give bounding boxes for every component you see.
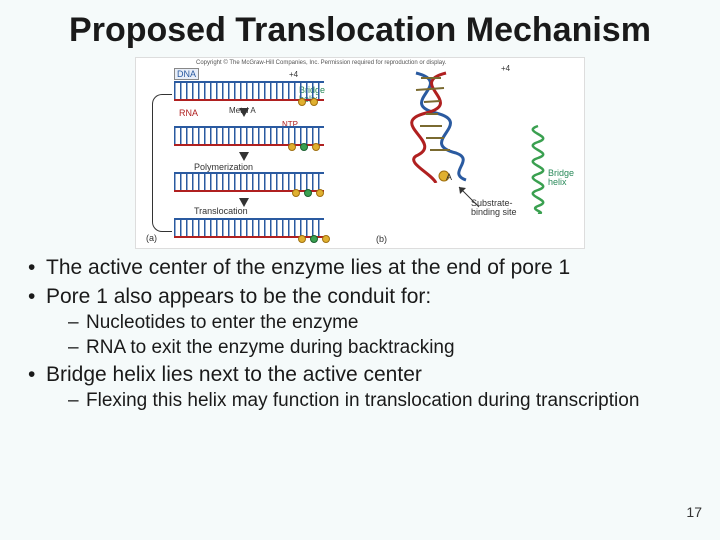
bridge-dot-icon xyxy=(310,98,318,106)
panel-b-label: (b) xyxy=(376,234,387,244)
dna-helix-icon xyxy=(396,68,496,183)
arrow-1-icon xyxy=(239,108,249,117)
bullet-2-sub-2: RNA to exit the enzyme during backtracki… xyxy=(68,336,696,360)
rna-label: RNA xyxy=(179,108,198,118)
bullet-3-sub-1: Flexing this helix may function in trans… xyxy=(68,389,696,413)
a-site-label: A xyxy=(446,172,452,182)
bullet-1: The active center of the enzyme lies at … xyxy=(24,255,696,282)
plus4-b-label: +4 xyxy=(501,64,510,73)
duplex-row-3 xyxy=(174,172,324,192)
dna-label: DNA xyxy=(174,68,199,80)
panel-b: +4 A Bridge helix Substrate- binding sit… xyxy=(376,64,576,244)
plus4-a-label: +4 xyxy=(289,70,298,79)
translocation-label: Translocation xyxy=(194,206,248,216)
bridge-helix-b-label: Bridge helix xyxy=(548,169,574,187)
bullet-3: Bridge helix lies next to the active cen… xyxy=(24,362,696,413)
ntp-dot-icon xyxy=(300,143,308,151)
mechanism-diagram: Copyright © The McGraw-Hill Companies, I… xyxy=(135,57,585,249)
bullet-2: Pore 1 also appears to be the conduit fo… xyxy=(24,284,696,361)
slide-title: Proposed Translocation Mechanism xyxy=(0,0,720,57)
page-number: 17 xyxy=(686,504,702,520)
panel-a: DNA +4 Bridge helix RNA Metal A NTP Poly… xyxy=(144,68,369,243)
substrate-arrow-icon xyxy=(454,182,484,212)
bullet-3-text: Bridge helix lies next to the active cen… xyxy=(46,363,422,386)
bullet-content: The active center of the enzyme lies at … xyxy=(0,255,720,414)
panel-a-label: (a) xyxy=(146,233,157,243)
bullet-2-sub-1: Nucleotides to enter the enzyme xyxy=(68,311,696,335)
bullet-2-text: Pore 1 also appears to be the conduit fo… xyxy=(46,285,431,308)
polymerization-label: Polymerization xyxy=(194,162,253,172)
cycle-arrow-icon xyxy=(152,94,172,232)
duplex-row-2 xyxy=(174,126,324,146)
arrow-2-icon xyxy=(239,152,249,161)
metal-dot-icon xyxy=(298,98,306,106)
duplex-row-4 xyxy=(174,218,324,238)
duplex-row-1 xyxy=(174,81,324,101)
